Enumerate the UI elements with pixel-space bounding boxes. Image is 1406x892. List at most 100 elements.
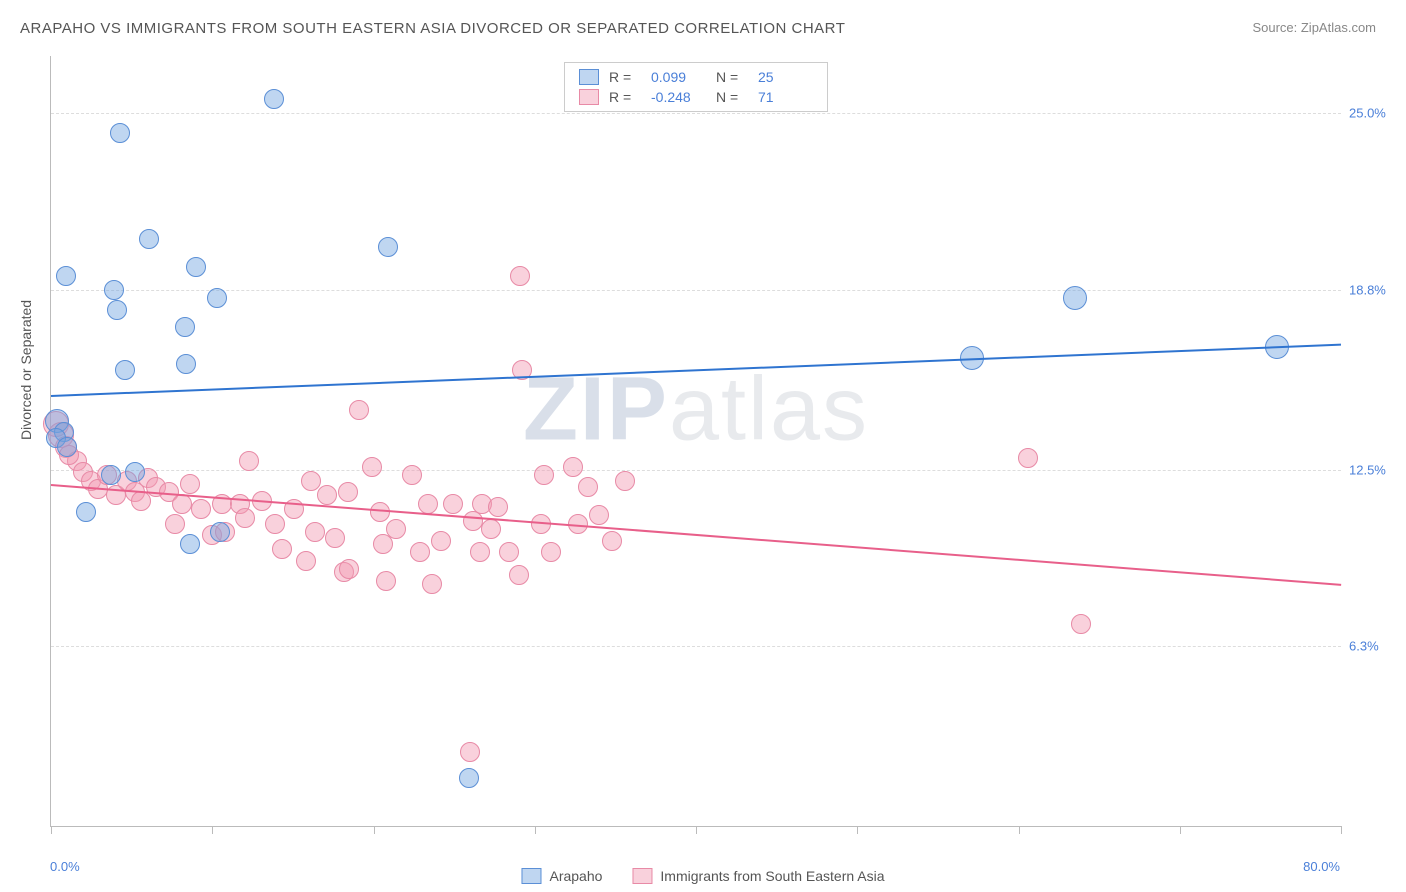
- y-axis-label: Divorced or Separated: [18, 300, 34, 440]
- data-point: [76, 502, 96, 522]
- legend-row-1: R = -0.248 N = 71: [579, 87, 813, 107]
- data-point: [57, 437, 77, 457]
- legend-item-0: Arapaho: [521, 868, 602, 884]
- legend-item-1: Immigrants from South Eastern Asia: [632, 868, 884, 884]
- data-point: [305, 522, 325, 542]
- data-point: [325, 528, 345, 548]
- swatch-series-1: [579, 89, 599, 105]
- data-point: [370, 502, 390, 522]
- y-tick-label: 12.5%: [1349, 462, 1399, 477]
- data-point: [115, 360, 135, 380]
- y-tick-label: 25.0%: [1349, 106, 1399, 121]
- data-point: [578, 477, 598, 497]
- data-point: [460, 742, 480, 762]
- data-point: [443, 494, 463, 514]
- data-point: [180, 474, 200, 494]
- data-point: [386, 519, 406, 539]
- watermark-light: atlas: [669, 360, 869, 460]
- data-point: [207, 288, 227, 308]
- data-point: [101, 465, 121, 485]
- gridline: [51, 113, 1341, 114]
- data-point: [362, 457, 382, 477]
- legend-n-label: N =: [716, 69, 748, 85]
- data-point: [615, 471, 635, 491]
- data-point: [541, 542, 561, 562]
- data-point: [338, 482, 358, 502]
- x-tick: [374, 826, 375, 834]
- legend-n-0: 25: [758, 69, 813, 85]
- chart-title: ARAPAHO VS IMMIGRANTS FROM SOUTH EASTERN…: [20, 20, 845, 37]
- trend-line: [51, 484, 1341, 586]
- data-point: [402, 465, 422, 485]
- data-point: [1071, 614, 1091, 634]
- legend-correlation: R = 0.099 N = 25 R = -0.248 N = 71: [564, 62, 828, 112]
- data-point: [296, 551, 316, 571]
- data-point: [589, 505, 609, 525]
- data-point: [239, 451, 259, 471]
- data-point: [56, 266, 76, 286]
- x-max-label: 80.0%: [1303, 859, 1340, 874]
- x-tick: [51, 826, 52, 834]
- data-point: [349, 400, 369, 420]
- data-point: [422, 574, 442, 594]
- data-point: [272, 539, 292, 559]
- data-point: [602, 531, 622, 551]
- data-point: [180, 534, 200, 554]
- legend-series: Arapaho Immigrants from South Eastern As…: [521, 868, 884, 884]
- legend-n-1: 71: [758, 89, 813, 105]
- gridline: [51, 646, 1341, 647]
- legend-r-0: 0.099: [651, 69, 706, 85]
- data-point: [488, 497, 508, 517]
- data-point: [191, 499, 211, 519]
- data-point: [481, 519, 501, 539]
- data-point: [339, 559, 359, 579]
- data-point: [534, 465, 554, 485]
- data-point: [418, 494, 438, 514]
- legend-n-label: N =: [716, 89, 748, 105]
- legend-r-label: R =: [609, 69, 641, 85]
- data-point: [235, 508, 255, 528]
- legend-r-1: -0.248: [651, 89, 706, 105]
- y-tick-label: 6.3%: [1349, 639, 1399, 654]
- data-point: [431, 531, 451, 551]
- data-point: [499, 542, 519, 562]
- data-point: [301, 471, 321, 491]
- x-tick: [1019, 826, 1020, 834]
- data-point: [510, 266, 530, 286]
- data-point: [172, 494, 192, 514]
- data-point: [186, 257, 206, 277]
- swatch-icon: [632, 868, 652, 884]
- legend-label-1: Immigrants from South Eastern Asia: [660, 868, 884, 884]
- data-point: [104, 280, 124, 300]
- x-tick: [696, 826, 697, 834]
- data-point: [317, 485, 337, 505]
- x-tick: [857, 826, 858, 834]
- legend-row-0: R = 0.099 N = 25: [579, 67, 813, 87]
- data-point: [175, 317, 195, 337]
- swatch-icon: [521, 868, 541, 884]
- data-point: [1063, 286, 1087, 310]
- x-tick: [1180, 826, 1181, 834]
- data-point: [459, 768, 479, 788]
- data-point: [376, 571, 396, 591]
- x-min-label: 0.0%: [50, 859, 80, 874]
- data-point: [107, 300, 127, 320]
- data-point: [470, 542, 490, 562]
- data-point: [139, 229, 159, 249]
- plot-area: ZIPatlas R = 0.099 N = 25 R = -0.248 N =…: [50, 56, 1341, 827]
- data-point: [378, 237, 398, 257]
- source-label: Source: ZipAtlas.com: [1252, 20, 1376, 35]
- data-point: [176, 354, 196, 374]
- data-point: [110, 123, 130, 143]
- data-point: [509, 565, 529, 585]
- data-point: [264, 89, 284, 109]
- x-tick: [1341, 826, 1342, 834]
- y-tick-label: 18.8%: [1349, 282, 1399, 297]
- x-tick: [212, 826, 213, 834]
- swatch-series-0: [579, 69, 599, 85]
- data-point: [1018, 448, 1038, 468]
- trend-line: [51, 344, 1341, 397]
- data-point: [125, 462, 145, 482]
- data-point: [165, 514, 185, 534]
- x-tick: [535, 826, 536, 834]
